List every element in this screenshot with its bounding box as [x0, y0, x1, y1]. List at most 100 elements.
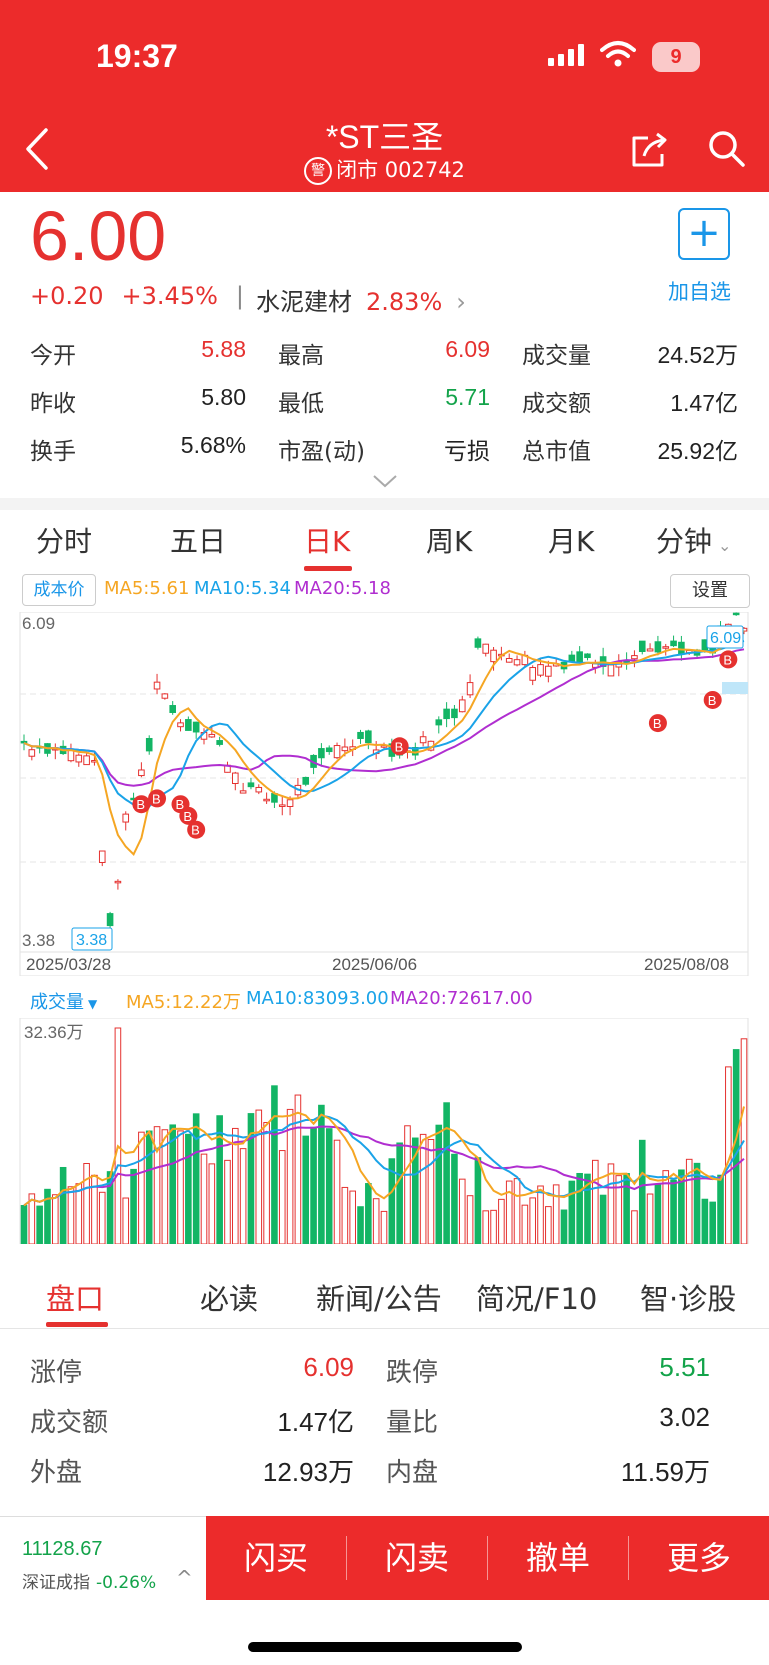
volume-bar	[138, 1131, 145, 1244]
turnover-amount-label: 成交额	[522, 391, 591, 417]
candle	[466, 682, 474, 696]
warning-badge-icon: 警	[304, 157, 333, 185]
volume-bar	[224, 1159, 231, 1244]
buy-marker-icon[interactable]	[179, 806, 198, 825]
candle	[482, 643, 490, 654]
buy-marker-label: B	[708, 693, 717, 708]
candle	[286, 799, 294, 807]
tab-minute[interactable]: 分钟 ⌄	[656, 520, 731, 560]
volume-bar	[216, 1115, 223, 1244]
volume-bar	[278, 1150, 286, 1244]
max-price-tag-text: 6.09	[710, 630, 741, 647]
candle	[576, 651, 583, 664]
amount-value: 1.47亿	[277, 1407, 354, 1437]
cost-price-button[interactable]: 成本价	[22, 574, 96, 606]
candle	[419, 736, 427, 744]
active-tab-indicator	[304, 566, 352, 571]
status-time: 19:37	[96, 38, 178, 74]
expand-chevron-icon[interactable]	[372, 474, 398, 488]
quick-sell-button[interactable]: 闪卖	[384, 1539, 449, 1577]
tab-five-day[interactable]: 五日	[170, 525, 227, 558]
volume-bar	[576, 1172, 583, 1244]
open-value: 5.88	[201, 336, 246, 362]
volume-bar	[239, 1148, 247, 1244]
cancel-order-button[interactable]: 撤单	[525, 1539, 590, 1577]
candle	[232, 772, 239, 785]
volume-bar	[302, 1135, 310, 1244]
candle	[208, 733, 216, 738]
buy-marker-label: B	[176, 797, 185, 812]
volume-bar	[404, 1125, 411, 1244]
tab-f10[interactable]: 简况/F10	[476, 1282, 598, 1316]
volume-bar	[114, 1027, 122, 1244]
vol-ma10-legend: MA10:83093.00	[246, 988, 389, 1009]
tab-weekly-k[interactable]: 周K	[426, 525, 473, 558]
tab-intraday[interactable]: 分时	[36, 525, 93, 558]
candle	[161, 693, 169, 699]
volume-chart[interactable]: 32.36万	[0, 1018, 769, 1244]
volume-label: 成交量	[522, 343, 591, 369]
tab-monthly-k[interactable]: 月K	[548, 525, 595, 558]
volume-bar	[318, 1104, 325, 1244]
quick-buy-button[interactable]: 闪买	[243, 1539, 308, 1577]
action-divider	[346, 1536, 347, 1580]
change-value: +0.20	[30, 282, 104, 310]
search-icon[interactable]	[708, 130, 746, 168]
add-watchlist-button[interactable]: +	[678, 208, 730, 260]
volume-bar	[505, 1180, 513, 1244]
settings-button[interactable]: 设置	[670, 574, 750, 608]
buy-marker-icon[interactable]	[148, 789, 167, 808]
candle	[451, 708, 458, 719]
buy-marker-label: B	[395, 739, 404, 754]
index-name: 深证成指	[22, 1573, 90, 1593]
tab-must-read[interactable]: 必读	[200, 1282, 259, 1316]
candle	[83, 755, 90, 766]
amount-label: 成交额	[30, 1408, 109, 1438]
buy-marker-icon[interactable]	[648, 714, 667, 733]
candle	[490, 649, 497, 663]
tab-news[interactable]: 新闻/公告	[316, 1282, 442, 1316]
volume-bar	[592, 1159, 599, 1244]
buy-marker-icon[interactable]	[187, 820, 206, 839]
chevron-up-icon[interactable]: ^	[176, 1566, 193, 1590]
outer-volume-label: 外盘	[30, 1458, 83, 1488]
buy-marker-icon[interactable]	[703, 690, 722, 709]
vol-ma20-line	[23, 1125, 745, 1207]
index-percent: -0.26%	[96, 1573, 157, 1593]
tab-pankou[interactable]: 盘口	[46, 1282, 105, 1316]
more-button[interactable]: 更多	[666, 1539, 731, 1577]
volume-bar	[427, 1139, 435, 1244]
chart-period-tabs: 分时 五日 日K 周K 月K 分钟 ⌄	[0, 520, 769, 570]
volume-indicator-select[interactable]: 成交量 ▼	[30, 988, 97, 1014]
separator: |	[235, 282, 244, 310]
share-icon[interactable]	[630, 132, 668, 168]
trade-actions: 闪买 闪卖 撤单 更多	[206, 1516, 769, 1600]
candle	[505, 658, 513, 663]
index-info[interactable]: 深证成指 -0.26%	[22, 1568, 156, 1593]
back-icon[interactable]	[20, 126, 60, 172]
low-value: 5.71	[445, 384, 490, 410]
index-value[interactable]: 11128.67	[22, 1538, 103, 1560]
limit-down-value: 5.51	[659, 1352, 710, 1382]
buy-marker-icon[interactable]	[132, 795, 151, 814]
add-watchlist-label[interactable]: 加自选	[668, 280, 731, 304]
action-divider	[628, 1536, 629, 1580]
tab-diagnosis[interactable]: 智·诊股	[640, 1282, 737, 1316]
volume-bar	[341, 1186, 349, 1244]
volume-bar	[443, 1102, 450, 1244]
tab-minute-label: 分钟	[656, 525, 713, 558]
volume-bar	[615, 1175, 623, 1244]
min-price-tag-text: 3.38	[76, 932, 107, 949]
volume-bars-group	[20, 1027, 748, 1244]
min-price-label: 3.38	[22, 931, 55, 950]
volume-bar	[310, 1126, 317, 1244]
sector-percent: 2.83%	[366, 288, 443, 316]
max-price-label: 6.09	[22, 614, 55, 633]
sector-link[interactable]: 水泥建材 2.83% ›	[256, 282, 466, 317]
prev-close-value: 5.80	[201, 384, 246, 410]
tab-daily-k[interactable]: 日K	[304, 525, 351, 558]
candle	[278, 804, 286, 807]
buy-marker-icon[interactable]	[719, 650, 738, 669]
buy-marker-icon[interactable]	[390, 737, 409, 756]
